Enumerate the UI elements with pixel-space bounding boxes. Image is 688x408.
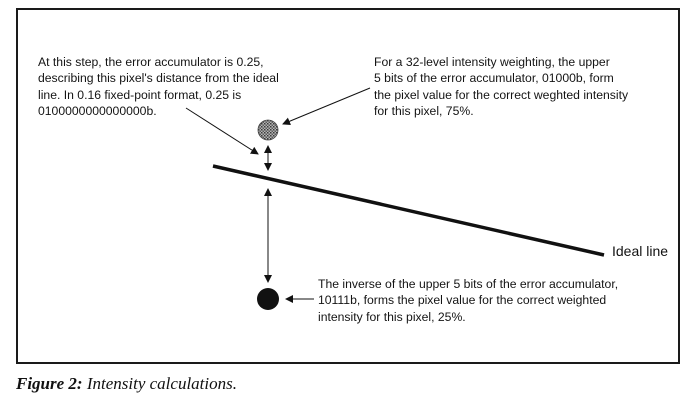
figure-caption: Figure 2: Intensity calculations. xyxy=(16,374,237,394)
lower-pixel-note-line: intensity for this pixel, 25%. xyxy=(318,309,466,324)
lower-pixel xyxy=(257,288,279,310)
upper-pixel-note-line: the pixel value for the correct weghted … xyxy=(374,87,629,102)
upper-pixel-note: For a 32-level intensity weighting, the … xyxy=(374,54,674,120)
lower-pixel-note-line: The inverse of the upper 5 bits of the e… xyxy=(318,277,619,291)
error-accumulator-note-line: line. In 0.16 fixed-point format, 0.25 i… xyxy=(38,87,242,102)
upper-pixel-note-line: for this pixel, 75%. xyxy=(374,104,474,119)
figure-caption-text: Intensity calculations. xyxy=(82,374,237,393)
figure-frame xyxy=(16,8,680,364)
upper-pixel-note-line: 5 bits of the error accumulator, 01000b,… xyxy=(374,71,614,86)
error-accumulator-note-line: 0100000000000000b. xyxy=(38,104,157,119)
figure-caption-label: Figure 2: xyxy=(16,374,83,393)
lower-pixel-note: The inverse of the upper 5 bits of the e… xyxy=(318,276,688,325)
error-accumulator-note-line: describing this pixel's distance from th… xyxy=(38,71,279,86)
upper-pixel xyxy=(257,119,279,141)
error-accumulator-leader-arrow xyxy=(185,107,259,155)
upper-pixel-leader-arrow xyxy=(282,87,371,126)
ideal-line xyxy=(212,164,605,257)
error-accumulator-note: At this step, the error accumulator is 0… xyxy=(38,54,338,120)
lower-pixel-note-line: 10111b, forms the pixel value for the co… xyxy=(318,293,607,308)
error-accumulator-note-line: At this step, the error accumulator is 0… xyxy=(38,55,264,69)
ideal-line-label: Ideal line xyxy=(612,243,669,259)
upper-pixel-note-line: For a 32-level intensity weighting, the … xyxy=(374,55,610,69)
